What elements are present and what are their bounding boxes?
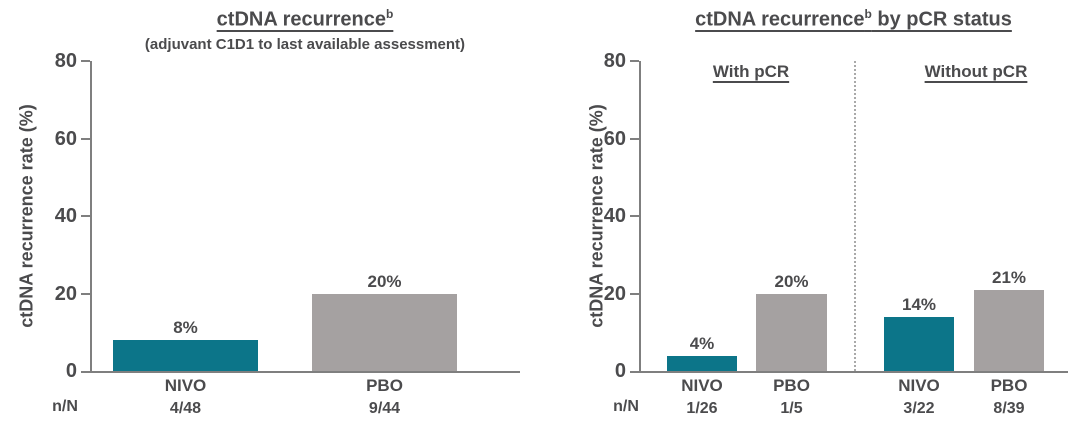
x-category-label: NIVO: [164, 376, 207, 395]
y-tick-label: 60: [54, 127, 77, 150]
y-tick-label: 40: [603, 205, 626, 227]
y-tick-mark: [630, 137, 639, 140]
chart-title-superscript: b: [385, 7, 394, 21]
bar-value-label: 4%: [689, 333, 715, 353]
bar-nivo-without-pcr: [884, 316, 954, 371]
bar-nivo-with-pcr: [667, 355, 737, 371]
x-category-label: NIVO: [898, 376, 940, 395]
chart-title: ctDNA recurrenceb by pCR status: [695, 2, 1012, 32]
chart-title-block: ctDNA recurrenceb by pCR status: [639, 2, 1068, 32]
n-over-n-header: n/N: [52, 398, 78, 415]
bar-value-label: 8%: [173, 318, 198, 337]
bar-value-label: 20%: [774, 271, 809, 291]
n-over-n-value: 8/39: [993, 400, 1025, 417]
y-tick-mark: [81, 137, 90, 140]
bar-pbo-with-pcr: [756, 293, 827, 371]
x-axis-line: [81, 371, 520, 373]
bar-pbo: [312, 293, 457, 371]
y-tick-label: 0: [614, 360, 626, 382]
group-divider-dotted-line: [854, 61, 856, 371]
bar-value-label: 20%: [367, 271, 402, 291]
group-label-with-pcr: With pCR: [712, 62, 790, 81]
x-category-label: PBO: [773, 376, 810, 395]
y-axis-label: ctDNA recurrence rate (%): [16, 104, 37, 328]
bar-group-pbo-with-pcr: 20% PBO 1/5: [756, 61, 827, 417]
x-axis-line: [630, 371, 1068, 373]
n-over-n-value: 1/5: [780, 400, 803, 417]
y-tick-label: 80: [603, 50, 626, 72]
chart-title-superscript: b: [864, 7, 872, 21]
y-tick-label: 20: [603, 282, 626, 305]
y-tick-mark: [81, 215, 90, 217]
bar-group-pbo: 20% PBO 9/44: [312, 61, 457, 417]
n-over-n-value: 1/26: [686, 400, 718, 417]
x-category-label: NIVO: [681, 376, 723, 395]
y-tick-label: 60: [603, 127, 626, 150]
chart-ctdna-recurrence: ctDNA recurrenceb (adjuvant C1D1 to last…: [16, 2, 520, 417]
bar-group-nivo: 8% NIVO 4/48: [113, 61, 258, 417]
bar-pbo-without-pcr: [974, 289, 1044, 371]
y-tick-label: 80: [54, 50, 77, 72]
y-tick-label: 40: [54, 205, 77, 227]
bar-value-label: 14%: [901, 294, 937, 314]
n-over-n-value: 3/22: [903, 400, 935, 417]
y-axis-line: [90, 61, 92, 371]
x-category-label: PBO: [990, 376, 1028, 395]
y-tick-mark: [630, 60, 639, 62]
y-tick-label: 20: [54, 282, 77, 305]
y-tick-mark: [630, 292, 639, 295]
chart-title-rest: by pCR status: [871, 8, 1012, 31]
bar-group-nivo-with-pcr: 4% NIVO 1/26: [667, 61, 737, 417]
chart-ctdna-recurrence-by-pcr: ctDNA recurrenceb by pCR status ctDNA re…: [540, 0, 1080, 428]
y-axis-line: [639, 61, 641, 371]
bar-value-label: 21%: [991, 267, 1027, 287]
x-category-label: PBO: [366, 376, 403, 395]
y-tick-label: 0: [65, 360, 77, 382]
bar-group-nivo-without-pcr: 14% NIVO 3/22: [884, 61, 954, 417]
chart-title: ctDNA recurrenceb: [217, 2, 394, 32]
n-over-n-value: 9/44: [368, 400, 401, 417]
chart-title-text: ctDNA recurrence: [216, 8, 386, 31]
group-label-without-pcr: Without pCR: [924, 62, 1028, 81]
chart-subtitle: (adjuvant C1D1 to last available assessm…: [144, 35, 466, 53]
chart-title-block: ctDNA recurrenceb (adjuvant C1D1 to last…: [90, 2, 520, 54]
chart-title-text: ctDNA recurrence: [695, 8, 865, 31]
n-over-n-value: 4/48: [169, 400, 202, 417]
n-over-n-header: n/N: [613, 398, 639, 415]
plot-area: 80 60 40 20 0 With pCR Without pCR 4% NI…: [604, 51, 1068, 417]
y-tick-mark: [81, 60, 90, 62]
y-tick-mark: [81, 292, 90, 295]
bar-nivo: [113, 340, 258, 371]
plot-area: 80 60 40 20 0 8% NIVO 4/48 20% PBO 9/44: [55, 51, 520, 417]
bar-group-pbo-without-pcr: 21% PBO 8/39: [974, 61, 1044, 417]
y-tick-mark: [630, 215, 639, 217]
